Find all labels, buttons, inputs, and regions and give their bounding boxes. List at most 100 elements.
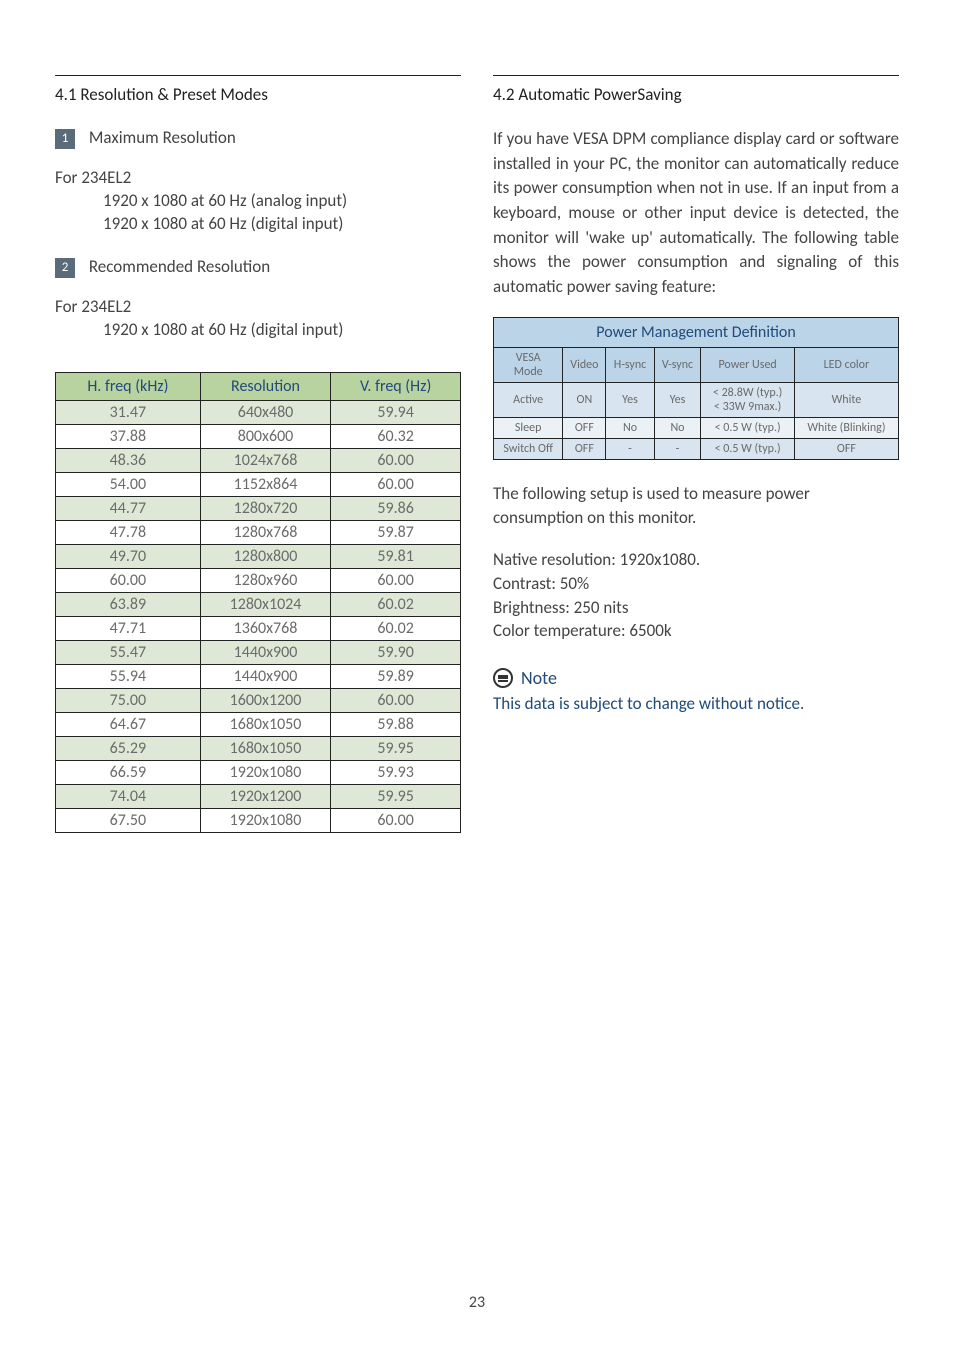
table-cell: 47.78 xyxy=(56,520,201,544)
table-cell: 60.00 xyxy=(331,688,461,712)
table-cell: No xyxy=(654,418,701,439)
measurement-spec: Contrast: 50% xyxy=(493,572,899,596)
table-cell: 55.94 xyxy=(56,664,201,688)
table-cell: 59.90 xyxy=(331,640,461,664)
table-cell: 60.02 xyxy=(331,592,461,616)
table-cell: 1024x768 xyxy=(200,448,330,472)
table-row: SleepOFFNoNo< 0.5 W (typ.)White (Blinkin… xyxy=(494,418,899,439)
table-cell: 1152x864 xyxy=(200,472,330,496)
table-cell: 1920x1080 xyxy=(200,808,330,832)
table-row: 67.501920x108060.00 xyxy=(56,808,461,832)
pm-header: H-sync xyxy=(606,348,654,383)
table-cell: 60.32 xyxy=(331,424,461,448)
powersaving-paragraph: If you have VESA DPM compliance display … xyxy=(493,127,899,299)
table-cell: 59.95 xyxy=(331,784,461,808)
section-4-2-title: 4.2 Automatic PowerSaving xyxy=(493,84,899,105)
spec-1a: 1920 x 1080 at 60 Hz (analog input) xyxy=(55,190,461,211)
table-row: 54.001152x86460.00 xyxy=(56,472,461,496)
item-1: 1 Maximum Resolution xyxy=(55,127,461,149)
table-cell: 800x600 xyxy=(200,424,330,448)
table-cell: 66.59 xyxy=(56,760,201,784)
table-row: ActiveONYesYes< 28.8W (typ.)< 33W 9max.)… xyxy=(494,383,899,418)
table-cell: OFF xyxy=(563,418,606,439)
table-cell: No xyxy=(606,418,654,439)
table-cell: 1440x900 xyxy=(200,640,330,664)
table-row: 47.711360x76860.02 xyxy=(56,616,461,640)
table-row: 48.361024x76860.00 xyxy=(56,448,461,472)
table-row: Switch OffOFF--< 0.5 W (typ.)OFF xyxy=(494,439,899,460)
table-cell: 48.36 xyxy=(56,448,201,472)
table-cell: 1920x1080 xyxy=(200,760,330,784)
table-cell: 75.00 xyxy=(56,688,201,712)
table-row: 66.591920x108059.93 xyxy=(56,760,461,784)
table-row: 65.291680x105059.95 xyxy=(56,736,461,760)
table-cell: 55.47 xyxy=(56,640,201,664)
table-row: 60.001280x96060.00 xyxy=(56,568,461,592)
resolution-table: H. freq (kHz)ResolutionV. freq (Hz) 31.4… xyxy=(55,372,461,833)
table-cell: 47.71 xyxy=(56,616,201,640)
table-cell: 74.04 xyxy=(56,784,201,808)
table-row: 55.471440x90059.90 xyxy=(56,640,461,664)
left-column: 4.1 Resolution & Preset Modes 1 Maximum … xyxy=(55,75,461,833)
table-cell: 60.00 xyxy=(331,568,461,592)
table-cell: 60.00 xyxy=(331,448,461,472)
table-cell: 59.88 xyxy=(331,712,461,736)
table-row: 75.001600x120060.00 xyxy=(56,688,461,712)
table-cell: White (Blinking) xyxy=(794,418,898,439)
pm-caption: Power Management Definition xyxy=(493,317,899,347)
table-row: 55.941440x90059.89 xyxy=(56,664,461,688)
table-cell: 64.67 xyxy=(56,712,201,736)
table-cell: Active xyxy=(494,383,563,418)
pm-header: V-sync xyxy=(654,348,701,383)
table-cell: 1680x1050 xyxy=(200,712,330,736)
table-cell: 37.88 xyxy=(56,424,201,448)
table-row: 63.891280x102460.02 xyxy=(56,592,461,616)
table-cell: 65.29 xyxy=(56,736,201,760)
table-cell: 60.02 xyxy=(331,616,461,640)
table-cell: < 0.5 W (typ.) xyxy=(701,418,795,439)
section-4-1-title: 4.1 Resolution & Preset Modes xyxy=(55,84,461,105)
table-cell: 49.70 xyxy=(56,544,201,568)
table-cell: 67.50 xyxy=(56,808,201,832)
table-cell: 59.89 xyxy=(331,664,461,688)
power-management-table: Power Management Definition VESAModeVide… xyxy=(493,317,899,460)
table-cell: 1280x1024 xyxy=(200,592,330,616)
table-cell: 640x480 xyxy=(200,400,330,424)
badge-1-icon: 1 xyxy=(55,129,75,149)
table-cell: 1280x960 xyxy=(200,568,330,592)
table-cell: 63.89 xyxy=(56,592,201,616)
table-cell: OFF xyxy=(563,439,606,460)
table-cell: 1440x900 xyxy=(200,664,330,688)
table-row: 74.041920x120059.95 xyxy=(56,784,461,808)
measurement-spec: Color temperature: 6500k xyxy=(493,619,899,643)
table-row: 44.771280x72059.86 xyxy=(56,496,461,520)
item-2: 2 Recommended Resolution xyxy=(55,256,461,278)
table-cell: 60.00 xyxy=(331,808,461,832)
note-text: This data is subject to change without n… xyxy=(493,693,899,714)
table-cell: 1680x1050 xyxy=(200,736,330,760)
section-rule-2 xyxy=(493,75,899,76)
for-line-1: For 234EL2 xyxy=(55,167,461,188)
table-cell: Yes xyxy=(606,383,654,418)
table-cell: 59.93 xyxy=(331,760,461,784)
res-header: H. freq (kHz) xyxy=(56,372,201,400)
item-2-label: Recommended Resolution xyxy=(89,256,270,277)
note-label: Note xyxy=(521,667,557,689)
table-row: 31.47640x48059.94 xyxy=(56,400,461,424)
right-column: 4.2 Automatic PowerSaving If you have VE… xyxy=(493,75,899,833)
table-cell: ON xyxy=(563,383,606,418)
badge-2-icon: 2 xyxy=(55,258,75,278)
table-cell: 59.81 xyxy=(331,544,461,568)
table-cell: Switch Off xyxy=(494,439,563,460)
table-cell: Yes xyxy=(654,383,701,418)
table-cell: White xyxy=(794,383,898,418)
for-line-2: For 234EL2 xyxy=(55,296,461,317)
table-cell: 59.94 xyxy=(331,400,461,424)
table-cell: 1920x1200 xyxy=(200,784,330,808)
table-row: 49.701280x80059.81 xyxy=(56,544,461,568)
note-heading: Note xyxy=(493,667,899,689)
pm-header: VESAMode xyxy=(494,348,563,383)
table-row: 64.671680x105059.88 xyxy=(56,712,461,736)
table-cell: 60.00 xyxy=(331,472,461,496)
table-cell: 1360x768 xyxy=(200,616,330,640)
